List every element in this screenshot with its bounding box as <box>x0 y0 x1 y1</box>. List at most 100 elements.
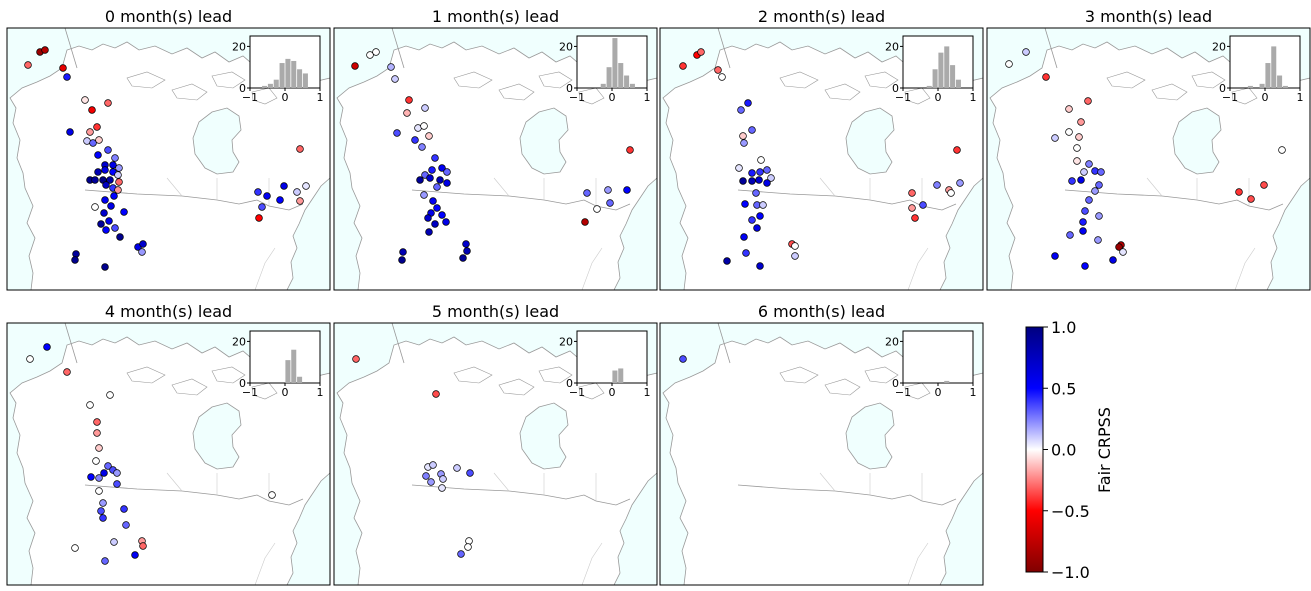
colorbar-tick-label: 0.0 <box>1051 441 1076 460</box>
station-marker <box>438 484 446 492</box>
arctic-island <box>251 382 278 400</box>
station-marker <box>72 250 80 258</box>
station-marker <box>604 186 612 194</box>
alaska-border <box>391 27 405 69</box>
province-line <box>1234 247 1256 291</box>
station-marker <box>697 48 705 56</box>
station-marker <box>439 475 447 483</box>
histogram-bar <box>291 60 297 88</box>
station-marker <box>432 390 440 398</box>
alaska-border <box>717 322 731 364</box>
station-marker <box>442 218 450 226</box>
station-marker <box>420 122 428 130</box>
station-marker <box>111 224 119 232</box>
station-marker <box>100 469 108 477</box>
station-marker <box>99 499 107 507</box>
province-line <box>493 177 510 197</box>
colorbar-tick-label: −1.0 <box>1051 563 1090 582</box>
arctic-island <box>211 366 246 384</box>
inset-ytick-label: 0 <box>892 377 899 390</box>
arctic-island <box>1191 71 1226 89</box>
station-marker <box>1081 207 1089 215</box>
station-marker <box>258 203 266 211</box>
national-border <box>84 189 304 211</box>
station-marker <box>1109 256 1117 264</box>
inset-xtick-label: 0 <box>609 386 616 399</box>
panel-title: 1 month(s) lead <box>432 7 559 26</box>
station-marker <box>1235 188 1243 196</box>
inset-ytick-label: 0 <box>566 82 573 95</box>
province-line <box>819 472 836 492</box>
station-marker <box>296 197 304 205</box>
arctic-island <box>251 87 278 105</box>
inset-ytick-label: 0 <box>239 82 246 95</box>
station-marker <box>115 164 123 172</box>
inset-xtick-label: −1 <box>569 386 585 399</box>
station-marker <box>95 474 103 482</box>
station-marker <box>366 51 374 59</box>
station-marker <box>1022 48 1030 56</box>
station-marker <box>114 171 122 179</box>
station-marker <box>956 179 964 187</box>
histogram-bar <box>1259 83 1265 88</box>
arctic-island <box>904 382 931 400</box>
panel-title: 2 month(s) lead <box>758 7 885 26</box>
inset-frame <box>249 35 321 89</box>
inset-frame <box>902 330 974 384</box>
panel-title: 0 month(s) lead <box>105 7 232 26</box>
panel-frame <box>659 322 984 586</box>
histogram-bar <box>1277 75 1283 88</box>
inset-xtick-label: 0 <box>282 386 289 399</box>
station-marker <box>438 164 446 172</box>
station-marker <box>714 66 722 74</box>
national-border <box>411 189 631 211</box>
station-marker <box>1073 157 1081 165</box>
station-marker <box>425 228 433 236</box>
station-marker <box>443 168 451 176</box>
station-marker <box>742 249 750 257</box>
inset-xtick-label: 1 <box>970 386 977 399</box>
station-marker <box>1077 118 1085 126</box>
station-marker <box>418 143 426 151</box>
colorbar-ticks: 1.0 0.5 0.0 −0.5 −1.0 <box>1043 318 1090 582</box>
station-marker <box>399 248 407 256</box>
station-marker <box>462 240 470 248</box>
station-marker <box>429 461 437 469</box>
station-marker <box>411 136 419 144</box>
inset-xtick-label: 1 <box>1297 91 1304 104</box>
station-marker <box>427 478 435 486</box>
station-marker <box>723 257 731 265</box>
histogram-bar <box>302 73 308 88</box>
histogram-bar <box>267 83 273 88</box>
panel-frame <box>333 322 658 586</box>
arctic-island <box>779 71 819 89</box>
station-marker <box>718 73 726 81</box>
station-marker <box>911 214 919 222</box>
station-marker <box>443 179 451 187</box>
station-marker <box>115 178 123 186</box>
station-marker <box>791 252 799 260</box>
station-marker <box>756 168 764 176</box>
station-marker <box>1079 218 1087 226</box>
arctic-island <box>171 378 208 396</box>
station-marker <box>1095 212 1103 220</box>
station-marker <box>1065 128 1073 136</box>
station-marker <box>263 192 271 200</box>
inset-ytick-label: 20 <box>885 40 899 53</box>
station-marker <box>100 209 108 217</box>
national-border <box>737 189 957 211</box>
alaska-border <box>717 27 731 69</box>
inset-xtick-label: −1 <box>1222 91 1238 104</box>
station-marker <box>95 487 103 495</box>
station-marker <box>1260 181 1268 189</box>
station-marker <box>86 128 94 136</box>
arctic-island <box>824 378 861 396</box>
station-marker <box>280 182 288 190</box>
station-marker <box>122 521 130 529</box>
arctic-island <box>126 366 166 384</box>
station-marker <box>741 200 749 208</box>
station-marker <box>102 226 110 234</box>
station-marker <box>139 542 147 550</box>
station-marker <box>302 182 310 190</box>
